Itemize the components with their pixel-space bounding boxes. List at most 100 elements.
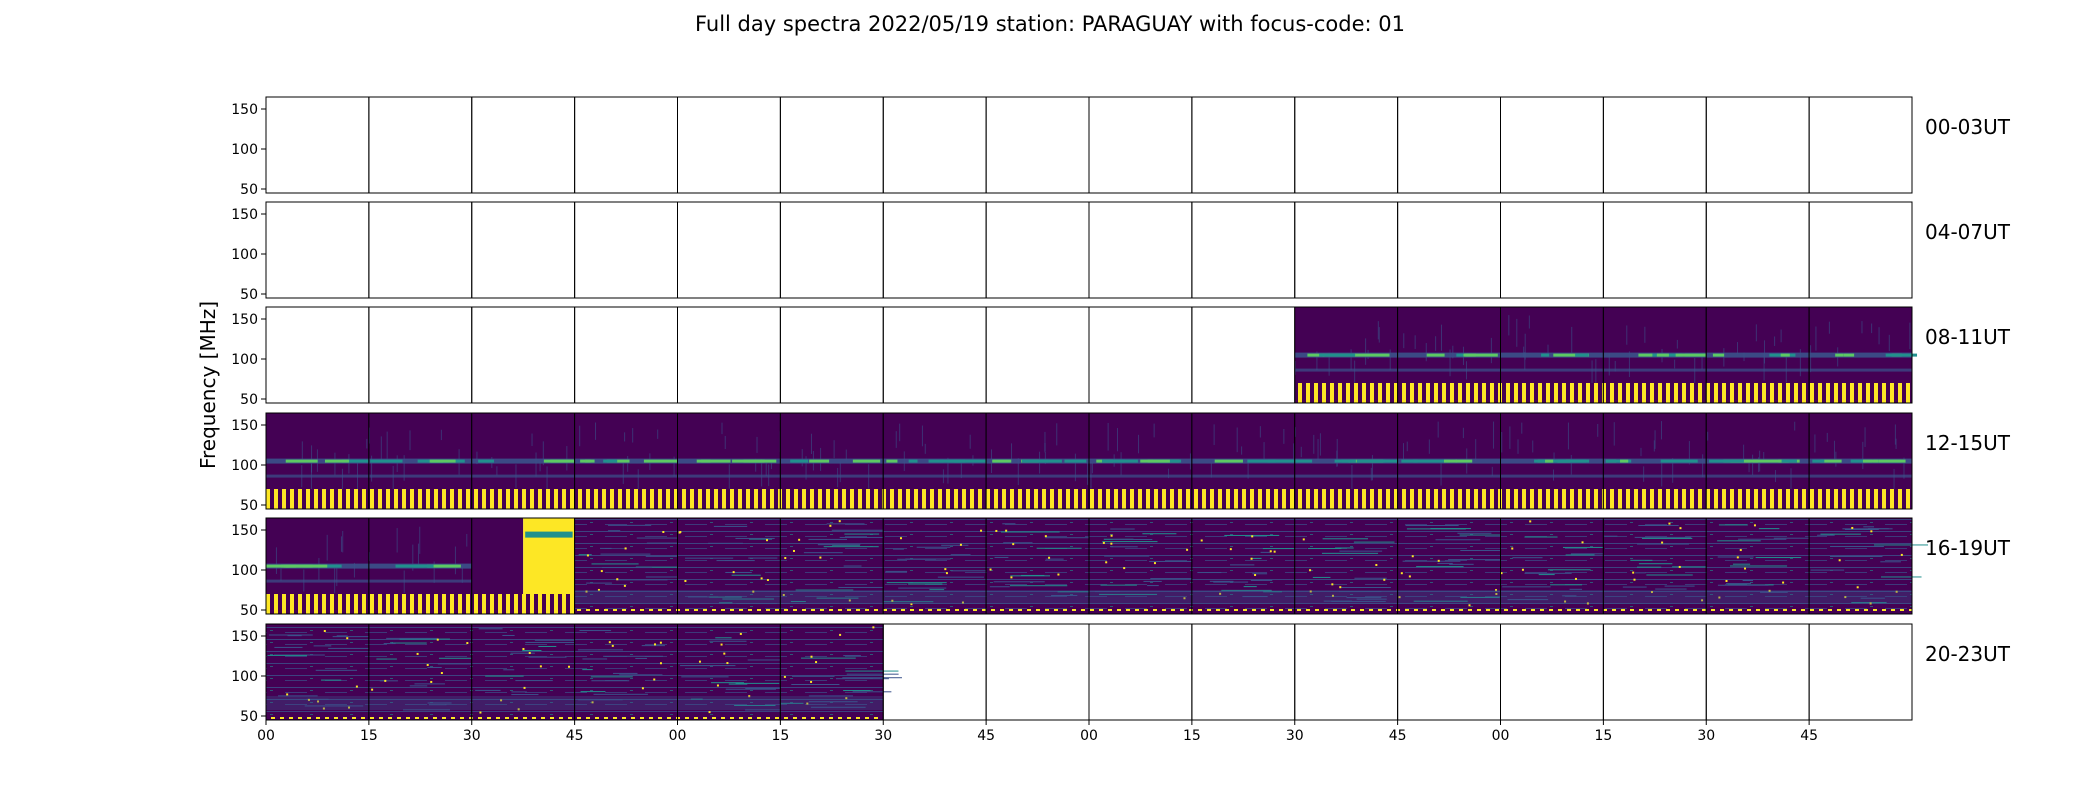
panel-frame bbox=[265, 306, 370, 404]
spectrum-panel bbox=[1705, 623, 1810, 721]
panel-frame bbox=[1705, 201, 1810, 299]
panel-frame bbox=[1808, 623, 1913, 721]
spectrum-panel bbox=[1500, 306, 1604, 404]
spectrum-panel bbox=[882, 306, 987, 404]
panel-frame bbox=[574, 306, 678, 404]
spectrum-panel bbox=[574, 517, 700, 615]
panel-frame bbox=[265, 96, 370, 194]
panel-frame bbox=[1088, 201, 1193, 299]
spectrum-panel bbox=[1602, 306, 1723, 404]
spectrum-panel bbox=[1397, 412, 1501, 510]
spectrum-panel bbox=[471, 623, 585, 721]
panel-frame bbox=[1294, 623, 1399, 721]
panel-frame bbox=[1397, 96, 1501, 194]
spectrum-panel bbox=[1294, 517, 1399, 615]
spectrum-panel bbox=[574, 623, 678, 721]
panel-frame bbox=[1191, 623, 1296, 721]
spectrum-panel bbox=[985, 517, 1112, 615]
spectrum-panel bbox=[1191, 412, 1298, 510]
panel-frame bbox=[1191, 201, 1296, 299]
spectrum-panel bbox=[1808, 412, 1913, 510]
row-label: 08-11UT bbox=[1925, 325, 2010, 349]
spectrum-panel bbox=[574, 306, 678, 404]
spectrum-panel bbox=[1191, 201, 1296, 299]
panel-frame bbox=[985, 96, 1090, 194]
spectrum-panel bbox=[1705, 201, 1810, 299]
spectrum-panel bbox=[1088, 201, 1193, 299]
spectrum-panel bbox=[1191, 517, 1305, 615]
y-tick-label: 100 bbox=[231, 352, 258, 368]
spectrum-panel bbox=[1088, 96, 1193, 194]
y-tick-label: 50 bbox=[240, 182, 258, 198]
panel-frame bbox=[1191, 306, 1296, 404]
spectrum-panel bbox=[1602, 96, 1707, 194]
y-tick-label: 100 bbox=[231, 142, 258, 158]
spectrum-panel bbox=[882, 96, 987, 194]
panel-frame bbox=[368, 96, 473, 194]
panel-frame bbox=[1397, 201, 1501, 299]
panel-frame bbox=[985, 306, 1090, 404]
spectrum-panel bbox=[1397, 517, 1520, 615]
x-tick-label: 00 bbox=[669, 728, 687, 744]
spectrum-panel bbox=[265, 412, 374, 510]
spectrum-panel bbox=[985, 412, 1090, 510]
panel-frame bbox=[1500, 623, 1604, 721]
panel-frame bbox=[574, 96, 678, 194]
spectrum-panel bbox=[471, 201, 576, 299]
panel-frame bbox=[1808, 517, 1913, 615]
spectrum-panel bbox=[882, 517, 1006, 615]
y-tick-label: 150 bbox=[231, 312, 258, 328]
spectrum-panel bbox=[882, 412, 990, 510]
panel-frame bbox=[677, 96, 781, 194]
panel-frame bbox=[779, 96, 884, 194]
panel-frame bbox=[882, 96, 987, 194]
spectrum-panel bbox=[574, 201, 678, 299]
row-label: 12-15UT bbox=[1925, 431, 2010, 455]
spectra-row: 50 100 150 bbox=[231, 306, 1918, 408]
x-tick-label: 45 bbox=[1389, 728, 1407, 744]
spectra-row: 50 100 150 bbox=[231, 623, 1913, 725]
panel-frame bbox=[1602, 623, 1707, 721]
x-tick-label: 30 bbox=[1697, 728, 1715, 744]
spectrum-panel bbox=[779, 517, 896, 615]
y-tick-label: 100 bbox=[231, 563, 258, 579]
x-tick-label: 45 bbox=[1800, 728, 1818, 744]
spectrum-panel bbox=[265, 201, 370, 299]
panel-frame bbox=[1808, 306, 1913, 404]
panel-frame bbox=[1191, 96, 1296, 194]
row-label: 04-07UT bbox=[1925, 220, 2010, 244]
panel-frame bbox=[1705, 96, 1810, 194]
panel-frame bbox=[677, 201, 781, 299]
panel-frame bbox=[882, 201, 987, 299]
spectrum-panel bbox=[574, 412, 678, 510]
panel-frame bbox=[985, 623, 1090, 721]
spectrum-panel bbox=[1397, 306, 1501, 404]
spectrum-panel bbox=[1808, 517, 1929, 615]
spectrum-panel bbox=[1808, 201, 1913, 299]
spectrum-panel bbox=[1191, 623, 1296, 721]
spectrum-panel bbox=[368, 201, 473, 299]
spectrum-panel bbox=[677, 201, 781, 299]
spectrum-panel bbox=[1808, 96, 1913, 194]
spectrum-panel bbox=[471, 96, 576, 194]
spectrum-panel bbox=[1808, 306, 1918, 404]
spectrum-panel bbox=[265, 306, 370, 404]
x-tick-label: 15 bbox=[771, 728, 789, 744]
spectrum-panel bbox=[1191, 306, 1296, 404]
panel-frame bbox=[779, 306, 884, 404]
panel-frame bbox=[1705, 623, 1810, 721]
y-tick-label: 150 bbox=[231, 102, 258, 118]
y-tick-label: 150 bbox=[231, 629, 258, 645]
spectrum-panel bbox=[265, 623, 382, 721]
panel-frame bbox=[368, 201, 473, 299]
panel-frame bbox=[265, 201, 370, 299]
panel-frame bbox=[471, 96, 576, 194]
spectrum-panel bbox=[882, 201, 987, 299]
spectrum-panel bbox=[677, 517, 781, 615]
x-tick-label: 45 bbox=[566, 728, 584, 744]
spectrum-panel bbox=[1602, 201, 1707, 299]
y-tick-label: 100 bbox=[231, 669, 258, 685]
spectrum-panel bbox=[779, 96, 884, 194]
spectrum-panel bbox=[779, 623, 902, 721]
